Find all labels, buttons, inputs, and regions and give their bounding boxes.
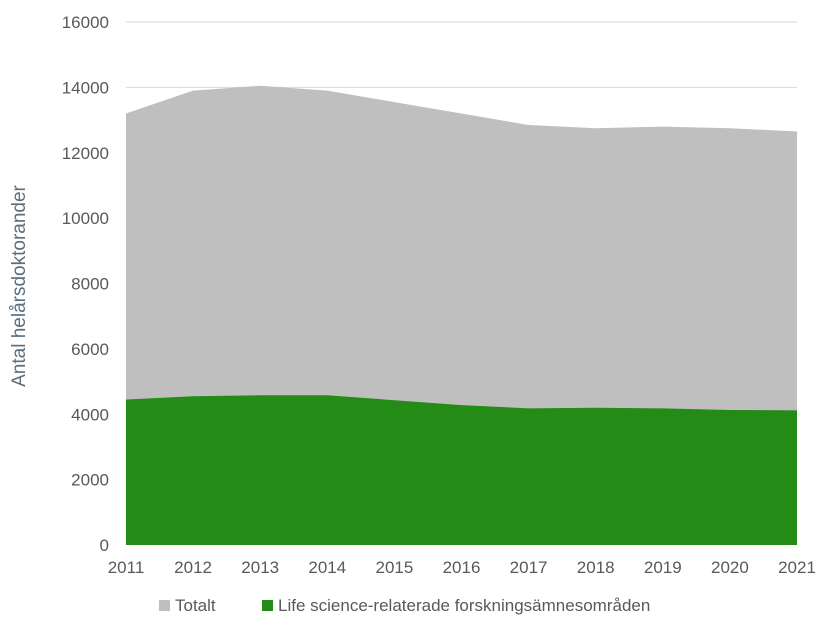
x-tick-label: 2020 bbox=[711, 558, 749, 577]
legend-label: Life science-relaterade forskningsämneso… bbox=[278, 596, 650, 615]
area-series-1 bbox=[126, 395, 797, 545]
y-tick-label: 16000 bbox=[62, 13, 109, 32]
legend-swatch bbox=[159, 600, 170, 611]
x-tick-label: 2017 bbox=[510, 558, 548, 577]
y-tick-label: 10000 bbox=[62, 209, 109, 228]
y-axis-label: Antal helårsdoktorander bbox=[9, 184, 30, 386]
plot-area bbox=[126, 85, 797, 545]
y-tick-label: 8000 bbox=[71, 275, 109, 294]
x-tick-label: 2014 bbox=[308, 558, 346, 577]
y-tick-label: 2000 bbox=[71, 471, 109, 490]
x-tick-label: 2013 bbox=[241, 558, 279, 577]
legend: Totalt Life science-relaterade forsknings… bbox=[159, 596, 650, 615]
y-tick-label: 12000 bbox=[62, 144, 109, 163]
x-tick-label: 2021 bbox=[778, 558, 816, 577]
x-tick-label: 2018 bbox=[577, 558, 615, 577]
y-axis-ticks: 0 2000 4000 6000 8000 10000 12000 14000 16000 bbox=[62, 13, 109, 555]
y-tick-label: 6000 bbox=[71, 340, 109, 359]
y-tick-label: 4000 bbox=[71, 405, 109, 424]
x-tick-label: 2015 bbox=[375, 558, 413, 577]
x-tick-label: 2016 bbox=[443, 558, 481, 577]
x-tick-label: 2019 bbox=[644, 558, 682, 577]
x-tick-label: 2011 bbox=[108, 558, 145, 577]
x-tick-label: 2012 bbox=[174, 558, 212, 577]
y-tick-label: 0 bbox=[100, 536, 109, 555]
legend-label: Totalt bbox=[175, 596, 216, 615]
x-axis-ticks: 2011 2012 2013 2014 2015 2016 2017 2018 2019 2020… bbox=[108, 558, 816, 577]
legend-swatch bbox=[262, 600, 273, 611]
y-tick-label: 14000 bbox=[62, 78, 109, 97]
